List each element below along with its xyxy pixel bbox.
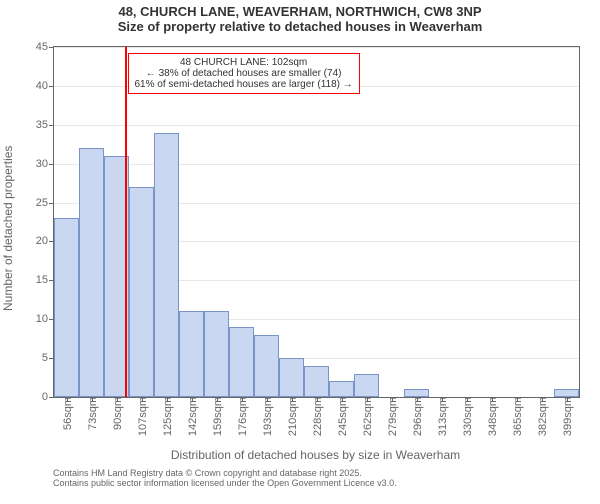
x-tick-mark (142, 397, 143, 402)
x-tick-mark (267, 397, 268, 402)
histogram-bar (304, 366, 329, 397)
x-tick-mark (567, 397, 568, 402)
y-tick-mark (49, 47, 54, 48)
annotation-line3: 61% of semi-detached houses are larger (… (135, 79, 353, 90)
x-tick-mark (292, 397, 293, 402)
histogram-bar (54, 218, 79, 397)
x-tick-label: 262sqm (360, 397, 374, 436)
x-tick-label: 348sqm (485, 397, 499, 436)
x-tick-label: 142sqm (185, 397, 199, 436)
x-tick-mark (367, 397, 368, 402)
histogram-bar (404, 389, 429, 397)
chart-container: 48, CHURCH LANE, WEAVERHAM, NORTHWICH, C… (0, 4, 600, 504)
footer-line2: Contains public sector information licen… (53, 478, 397, 488)
y-tick-mark (49, 86, 54, 87)
x-tick-mark (67, 397, 68, 402)
x-tick-label: 399sqm (560, 397, 574, 436)
x-tick-mark (392, 397, 393, 402)
x-tick-label: 125sqm (160, 397, 174, 436)
y-tick-mark (49, 164, 54, 165)
x-tick-mark (542, 397, 543, 402)
x-tick-label: 382sqm (535, 397, 549, 436)
y-axis-title: Number of detached properties (1, 146, 15, 311)
histogram-bar (204, 311, 229, 397)
histogram-bar (279, 358, 304, 397)
footer-attribution: Contains HM Land Registry data © Crown c… (53, 468, 397, 488)
x-tick-mark (492, 397, 493, 402)
x-tick-label: 296sqm (410, 397, 424, 436)
x-tick-mark (242, 397, 243, 402)
gridline (54, 47, 579, 48)
x-tick-mark (517, 397, 518, 402)
x-tick-mark (167, 397, 168, 402)
annotation-line2: ← 38% of detached houses are smaller (74… (135, 68, 353, 79)
x-tick-label: 279sqm (385, 397, 399, 436)
footer-line1: Contains HM Land Registry data © Crown c… (53, 468, 397, 478)
y-tick-mark (49, 125, 54, 126)
x-tick-mark (342, 397, 343, 402)
x-tick-label: 228sqm (310, 397, 324, 436)
chart-area: 05101520253035404556sqm73sqm90sqm107sqm1… (0, 4, 600, 504)
highlight-marker-line (125, 47, 127, 397)
histogram-bar (554, 389, 579, 397)
x-tick-label: 245sqm (335, 397, 349, 436)
histogram-bar (329, 381, 354, 397)
gridline (54, 125, 579, 126)
histogram-bar (179, 311, 204, 397)
y-tick-mark (49, 397, 54, 398)
x-tick-label: 210sqm (285, 397, 299, 436)
gridline (54, 164, 579, 165)
plot-region: 05101520253035404556sqm73sqm90sqm107sqm1… (53, 46, 580, 398)
annotation-box: 48 CHURCH LANE: 102sqm← 38% of detached … (128, 53, 360, 94)
x-tick-mark (117, 397, 118, 402)
x-tick-mark (442, 397, 443, 402)
x-axis-title: Distribution of detached houses by size … (53, 448, 578, 462)
histogram-bar (154, 133, 179, 397)
x-tick-label: 365sqm (510, 397, 524, 436)
histogram-bar (79, 148, 104, 397)
x-tick-label: 193sqm (260, 397, 274, 436)
histogram-bar (354, 374, 379, 397)
annotation-line1: 48 CHURCH LANE: 102sqm (135, 57, 353, 68)
histogram-bar (229, 327, 254, 397)
histogram-bar (129, 187, 154, 397)
x-tick-label: 176sqm (235, 397, 249, 436)
y-tick-mark (49, 203, 54, 204)
x-tick-label: 159sqm (210, 397, 224, 436)
histogram-bar (254, 335, 279, 397)
x-tick-label: 107sqm (135, 397, 149, 436)
x-tick-mark (417, 397, 418, 402)
x-tick-label: 313sqm (435, 397, 449, 436)
x-tick-mark (217, 397, 218, 402)
x-tick-mark (467, 397, 468, 402)
x-tick-mark (92, 397, 93, 402)
x-tick-mark (317, 397, 318, 402)
x-tick-mark (192, 397, 193, 402)
x-tick-label: 330sqm (460, 397, 474, 436)
